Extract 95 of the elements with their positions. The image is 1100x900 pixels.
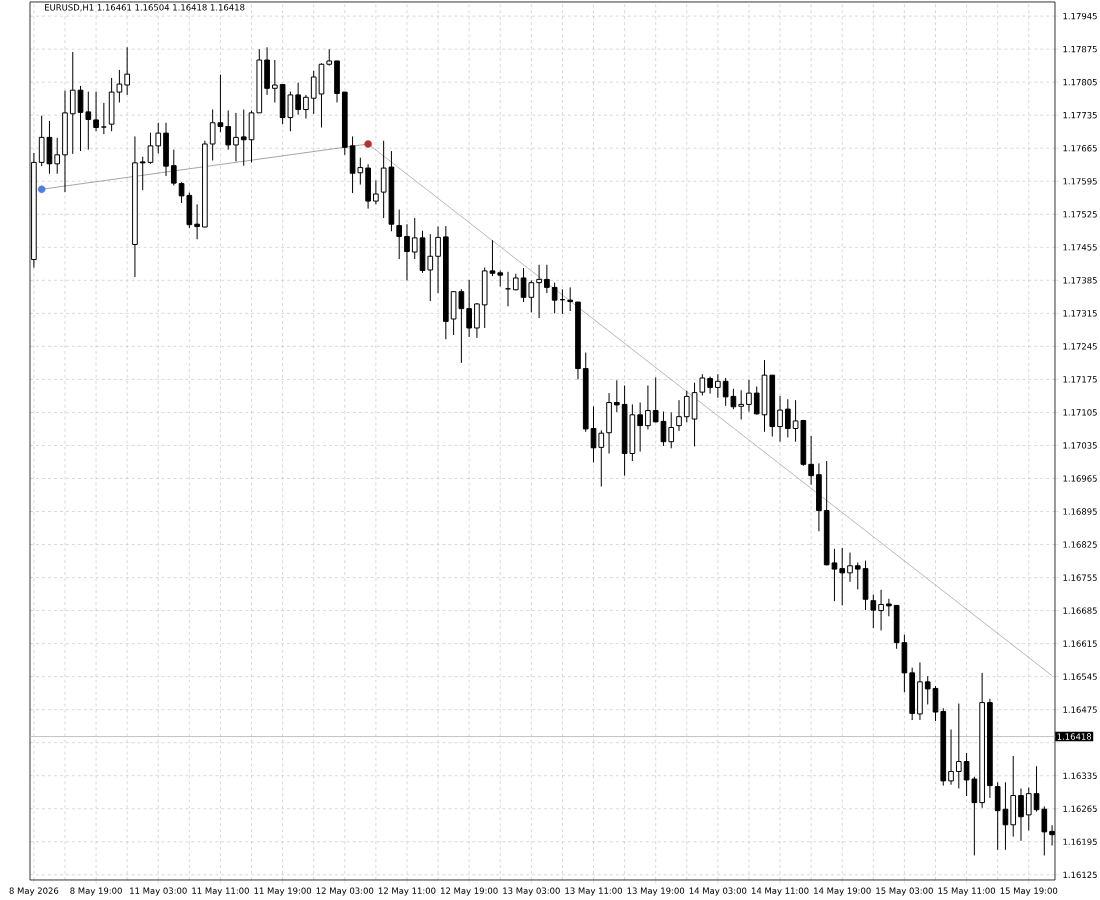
candlestick: [948, 728, 954, 786]
ref-line-label: 1.16418: [1057, 733, 1092, 740]
candlestick: [396, 209, 403, 260]
y-tick-label: 1.16475: [1063, 706, 1097, 713]
x-tick-label: 12 May 11:00: [378, 887, 436, 896]
x-tick-label: 8 May 19:00: [70, 887, 122, 896]
y-tick-label: 1.17595: [1063, 178, 1097, 185]
x-tick-label: 14 May 19:00: [814, 887, 871, 896]
candlestick: [435, 226, 441, 294]
candlestick: [295, 82, 301, 116]
x-tick-label: 12 May 03:00: [316, 887, 374, 896]
candlestick: [544, 264, 550, 294]
y-tick-label: 1.17175: [1063, 376, 1097, 383]
candlestick: [155, 122, 162, 154]
candlestick: [404, 223, 410, 281]
candlestick: [886, 598, 892, 617]
candlestick: [932, 685, 939, 722]
x-tick-label: 13 May 19:00: [627, 887, 685, 896]
y-tick-label: 1.16755: [1063, 574, 1097, 581]
x-tick-label: 11 May 19:00: [254, 887, 312, 896]
x-tick-label: 12 May 19:00: [441, 887, 498, 896]
y-tick-label: 1.16615: [1063, 640, 1097, 647]
x-tick-label: 14 May 03:00: [689, 887, 747, 896]
y-tick-label: 1.16545: [1063, 673, 1097, 680]
y-tick-label: 1.17105: [1063, 409, 1097, 416]
candlestick: [637, 402, 643, 453]
candlestick: [645, 385, 651, 430]
y-tick-label: 1.16965: [1063, 475, 1097, 482]
candlestick: [194, 203, 200, 240]
candlestick: [683, 390, 690, 423]
candlestick: [955, 703, 962, 789]
y-tick-label: 1.17735: [1063, 112, 1097, 119]
candlestick: [715, 373, 721, 399]
y-tick-label: 1.16195: [1063, 838, 1097, 845]
candlestick: [777, 395, 783, 443]
candlestick: [536, 264, 542, 319]
y-tick-label: 1.17315: [1063, 310, 1097, 317]
y-tick-label: 1.16895: [1063, 508, 1097, 515]
candlestick: [870, 594, 877, 629]
y-tick-label: 1.16125: [1063, 871, 1097, 878]
x-tick-label: 11 May 03:00: [130, 887, 187, 896]
candlestick: [427, 233, 434, 302]
candlestick: [69, 51, 76, 155]
candlestick: [240, 109, 247, 167]
candlestick: [54, 137, 61, 175]
candlestick: [303, 94, 309, 120]
y-tick-label: 1.16685: [1063, 607, 1097, 614]
x-tick-label: 15 May 11:00: [938, 887, 996, 896]
candlestick: [124, 46, 130, 96]
candlestick: [272, 59, 278, 103]
candlestick: [784, 398, 791, 438]
candlestick: [373, 179, 379, 205]
candlestick: [466, 279, 472, 338]
chart-title: EURUSD,H1 1.16461 1.16504 1.16418 1.16418: [45, 4, 245, 12]
y-tick-label: 1.17455: [1063, 244, 1097, 251]
candlestick: [170, 149, 177, 187]
x-tick-label: 15 May 03:00: [876, 887, 933, 896]
candlestick: [233, 112, 239, 162]
y-tick-label: 1.17805: [1063, 78, 1097, 86]
x-tick-label: 11 May 11:00: [192, 887, 249, 896]
candlestick: [753, 385, 760, 416]
candlestick: [808, 435, 814, 486]
y-tick-label: 1.16265: [1063, 805, 1097, 812]
x-tick-label: 13 May 11:00: [565, 887, 622, 896]
x-tick-label: 14 May 11:00: [751, 887, 809, 896]
x-tick-label: 15 May 19:00: [1000, 887, 1058, 896]
candlestick: [847, 552, 853, 583]
candlestick: [225, 109, 232, 151]
y-tick-label: 1.17665: [1063, 145, 1097, 152]
y-tick-label: 1.17385: [1063, 277, 1097, 284]
x-tick-label: 13 May 03:00: [503, 887, 560, 896]
candlestick: [1018, 787, 1024, 842]
x-tick-label: 8 May 2026: [9, 887, 59, 896]
y-tick-label: 1.16825: [1063, 541, 1097, 548]
y-tick-label: 1.17875: [1063, 45, 1097, 53]
candlestick: [676, 399, 682, 432]
candlestick: [613, 379, 620, 413]
candlestick: [598, 429, 605, 488]
y-tick-label: 1.17035: [1063, 442, 1097, 449]
candlestick: [854, 561, 861, 590]
candlestick: [878, 589, 884, 631]
candlestick: [668, 411, 675, 449]
y-tick-label: 1.17525: [1063, 211, 1097, 218]
candlestick: [746, 379, 752, 412]
candlestick: [1025, 787, 1032, 831]
candlestick: [839, 547, 846, 606]
y-tick-label: 1.16335: [1063, 772, 1097, 779]
candlestick: [551, 282, 558, 314]
candlestick: [93, 91, 99, 132]
candlestick: [411, 217, 418, 260]
y-tick-label: 1.17945: [1063, 12, 1097, 20]
candlestick: [738, 389, 745, 421]
candlestick: [924, 675, 931, 705]
y-tick-label: 1.17245: [1063, 343, 1097, 350]
candlestick: [567, 286, 574, 312]
